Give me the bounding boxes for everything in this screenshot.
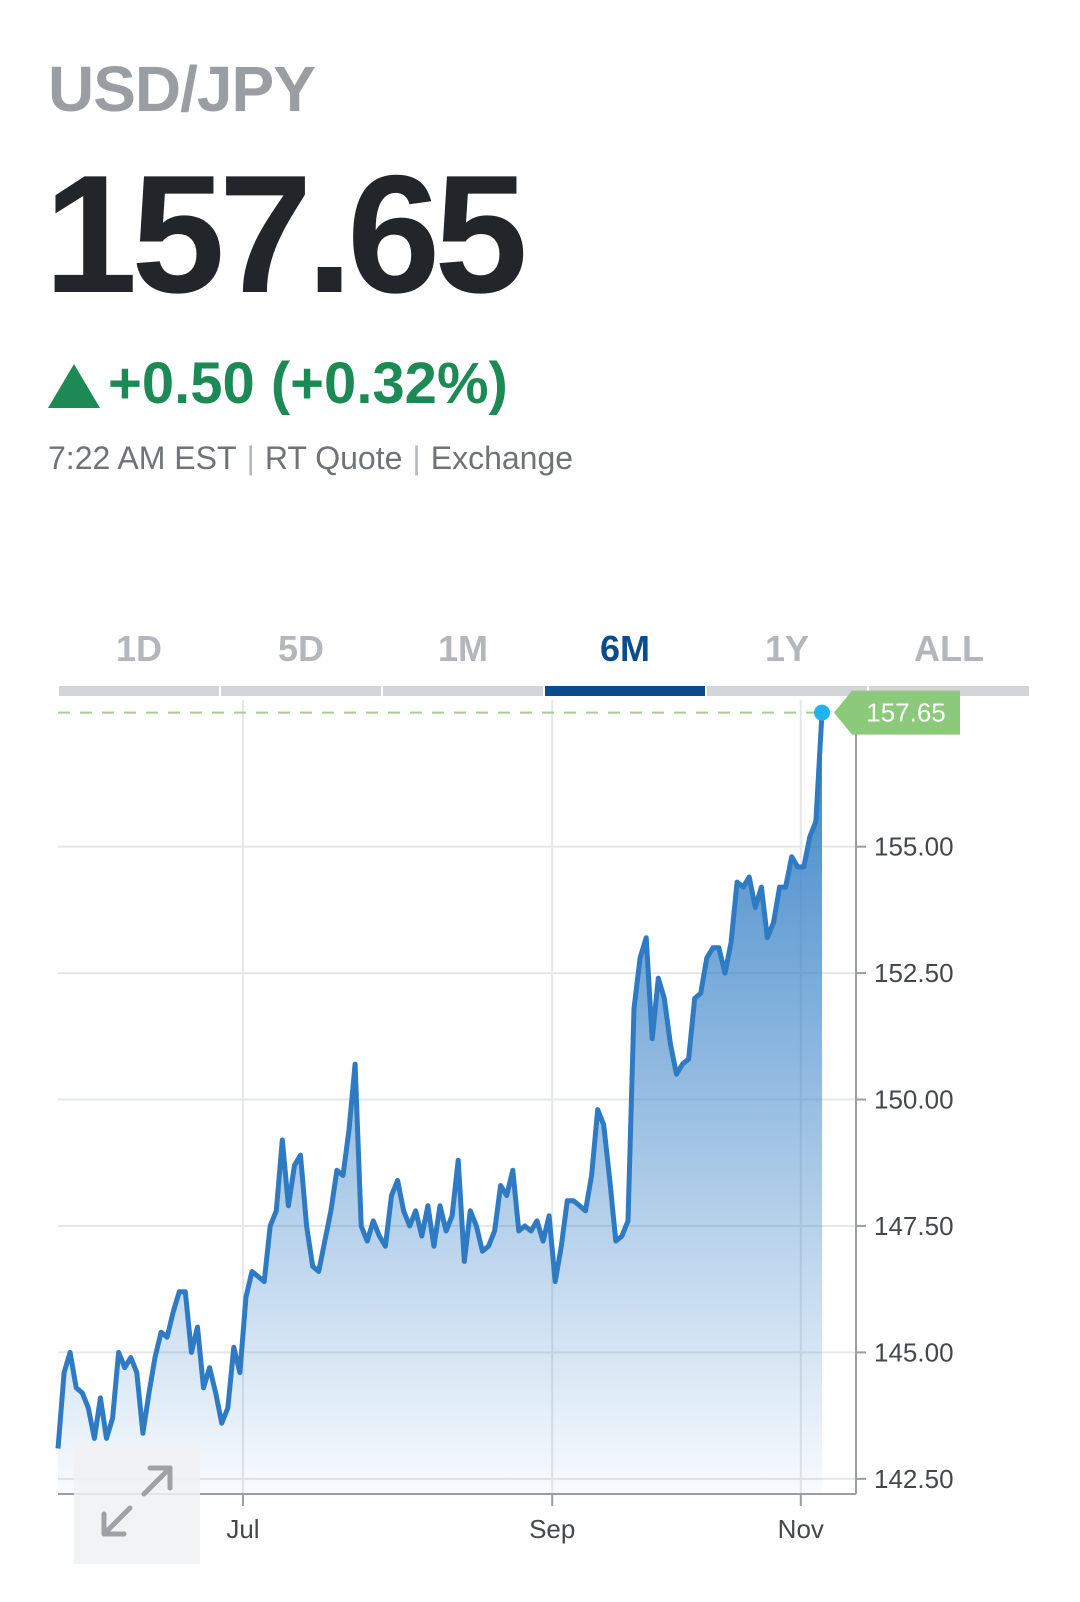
x-tick-label: Nov [778,1514,824,1544]
currency-pair-symbol: USD/JPY [48,53,316,125]
price-change: +0.50 (+0.32%) [48,350,508,417]
price-area-fill [58,712,822,1494]
quote-meta: 7:22 AM EST | RT Quote | Exchange [48,440,573,477]
y-tick-label: 142.50 [874,1464,954,1494]
meta-separator: | [246,440,255,476]
price-line-series [55,712,825,1449]
y-tick-label: 155.00 [874,832,954,862]
x-tick-label: Jul [226,1514,259,1544]
y-tick-label: 145.00 [874,1337,954,1367]
y-tick-label: 150.00 [874,1085,954,1115]
current-price: 157.65 [44,140,528,328]
expand-arrows-icon [101,1465,173,1537]
tab-6m[interactable]: 6M [544,624,706,696]
y-tick-label: 147.50 [874,1211,954,1241]
quote-time: 7:22 AM EST [48,440,237,476]
last-price-tag [834,690,960,735]
price-change-value: +0.50 (+0.32%) [108,351,508,416]
last-price-tag-label: 157.65 [866,698,946,728]
expand-chart-button[interactable] [74,1442,200,1564]
up-triangle-icon [48,363,100,408]
meta-separator: | [412,440,421,476]
quote-type: RT Quote [264,440,403,476]
y-tick-label: 152.50 [874,958,954,988]
tab-1d[interactable]: 1D [58,624,220,696]
x-tick-label: Sep [529,1514,575,1544]
quote-source: Exchange [430,440,574,476]
last-price-dot [814,704,830,721]
tab-1y[interactable]: 1Y [706,624,868,696]
tab-5d[interactable]: 5D [220,624,382,696]
range-tabs: 1D 5D 1M 6M 1Y ALL [58,624,1030,696]
tab-1m[interactable]: 1M [382,624,544,696]
